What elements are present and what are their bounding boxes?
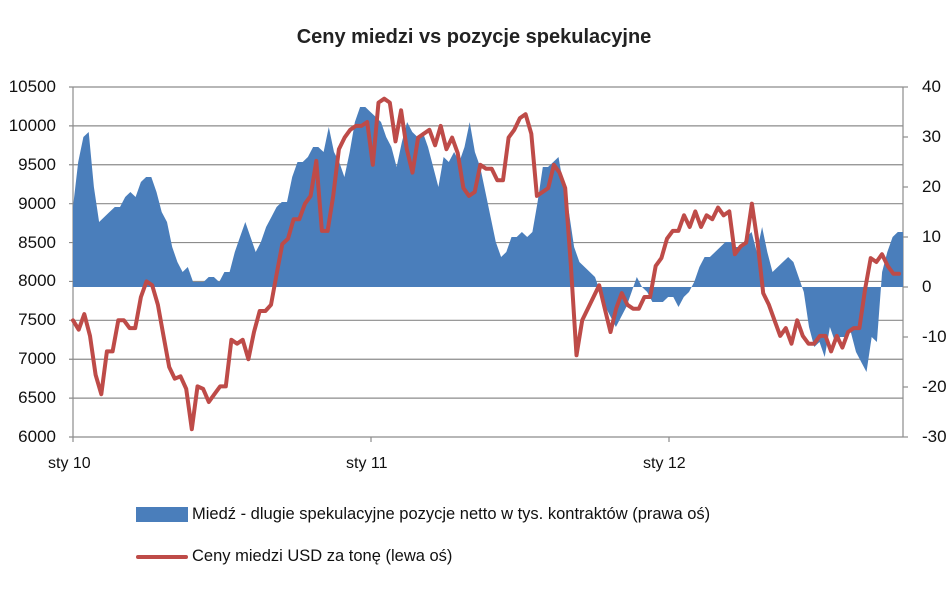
legend-label: Ceny miedzi USD za tonę (lewa oś) [192,547,453,565]
right-axis-tick-label: -10 [922,327,947,346]
chart-title: Ceny miedzi vs pozycje spekulacyjne [296,26,652,48]
legend-item-positions: Miedź - dlugie spekulacyjne pozycje nett… [136,505,710,524]
left-axis-tick-label: 7500 [18,310,56,330]
left-axis-tick-label: 10000 [8,115,56,135]
left-axis-tick-label: 8500 [18,232,56,252]
x-tick-label: sty 12 [643,455,686,472]
legend-label: Miedź - dlugie spekulacyjne pozycje nett… [192,505,711,523]
left-axis-tick-label: 6500 [18,388,56,408]
right-axis-tick-label: -20 [922,377,947,396]
left-axis-tick-label: 9500 [18,154,56,174]
x-tick-label: sty 10 [48,455,91,472]
left-axis-tick-label: 6000 [18,427,56,446]
right-axis-tick-label: 40 [922,77,941,96]
left-axis-tick-label: 10500 [8,77,56,96]
right-axis-tick-label: -30 [922,427,947,446]
x-tick-label: sty 11 [346,455,388,472]
area-swatch-icon [136,507,188,522]
right-axis-tick-label: 30 [922,127,941,146]
left-axis-tick-label: 7000 [18,349,56,369]
left-axis-tick-label: 9000 [18,193,56,213]
left-axis-tick-label: 8000 [18,271,56,291]
right-axis-tick-label: 20 [922,177,941,196]
right-axis-tick-label: 10 [922,227,941,246]
line-swatch-icon [136,554,188,559]
legend-item-price: Ceny miedzi USD za tonę (lewa oś) [136,547,452,566]
right-axis-tick-label: 0 [922,277,932,296]
